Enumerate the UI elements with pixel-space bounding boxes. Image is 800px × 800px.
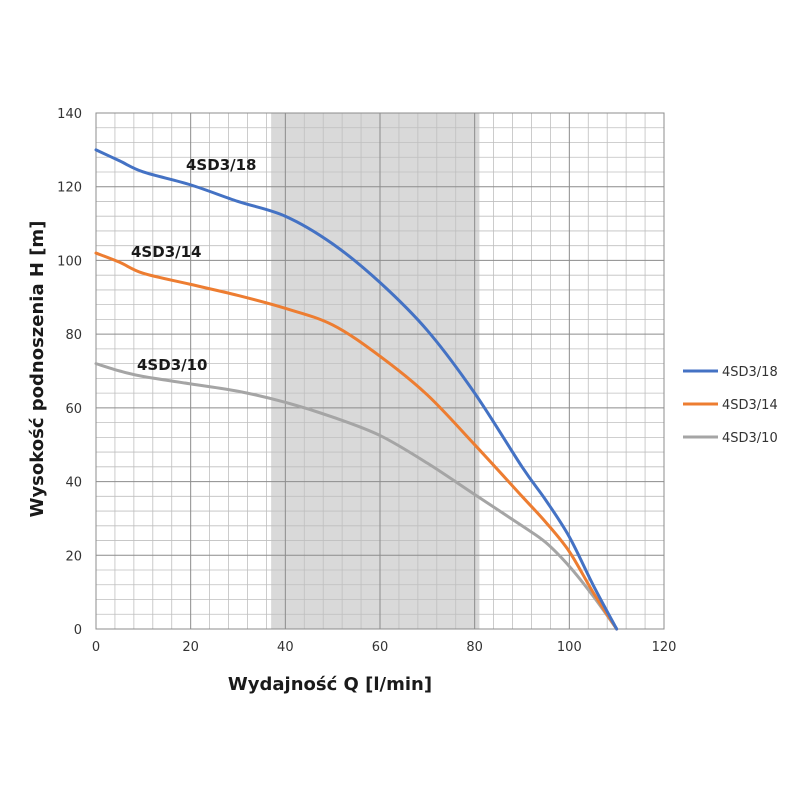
curve-label: 4SD3/14 (131, 243, 201, 261)
y-tick-label: 80 (65, 328, 82, 343)
y-tick-label: 60 (65, 402, 82, 417)
legend-label: 4SD3/18 (722, 365, 778, 380)
y-tick-label: 140 (57, 107, 82, 122)
operating-range-band (271, 113, 480, 629)
x-tick-label: 0 (92, 640, 100, 655)
legend-label: 4SD3/14 (722, 398, 778, 413)
y-axis-title: Wysokość podnoszenia H [m] (27, 221, 48, 518)
series-line-4sd3-14 (94, 251, 619, 631)
x-tick-label: 40 (277, 640, 294, 655)
x-tick-label: 80 (466, 640, 483, 655)
y-axis-ticks: 0 20 40 60 80 100 120 140 (57, 107, 82, 638)
x-tick-label: 120 (652, 640, 677, 655)
y-tick-label: 40 (65, 476, 82, 491)
legend: 4SD3/18 4SD3/14 4SD3/10 (683, 365, 778, 446)
y-tick-label: 20 (65, 549, 82, 564)
series-line-4sd3-18 (94, 148, 619, 631)
series-line-4sd3-10 (94, 362, 619, 631)
x-axis-ticks: 0 20 40 60 80 100 120 (92, 640, 677, 655)
series-lines (94, 148, 619, 631)
y-tick-label: 100 (57, 254, 82, 269)
plot-border (95, 112, 665, 630)
curve-labels: 4SD3/18 4SD3/14 4SD3/10 (131, 156, 256, 374)
x-tick-label: 20 (182, 640, 199, 655)
x-tick-label: 60 (372, 640, 389, 655)
y-tick-label: 120 (57, 181, 82, 196)
curve-label: 4SD3/10 (137, 356, 207, 374)
y-tick-label: 0 (74, 623, 82, 638)
x-tick-label: 100 (557, 640, 582, 655)
legend-label: 4SD3/10 (722, 431, 778, 446)
curve-label: 4SD3/18 (186, 156, 256, 174)
x-axis-title: Wydajność Q [l/min] (228, 674, 432, 695)
